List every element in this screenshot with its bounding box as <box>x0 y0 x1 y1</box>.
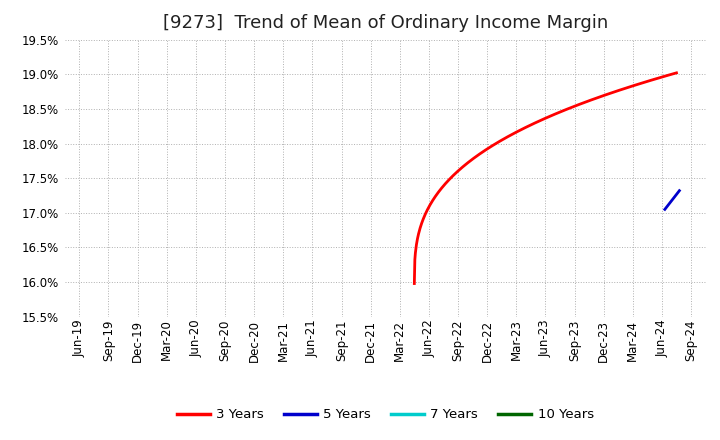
Title: [9273]  Trend of Mean of Ordinary Income Margin: [9273] Trend of Mean of Ordinary Income … <box>163 15 608 33</box>
Legend: 3 Years, 5 Years, 7 Years, 10 Years: 3 Years, 5 Years, 7 Years, 10 Years <box>171 403 599 427</box>
